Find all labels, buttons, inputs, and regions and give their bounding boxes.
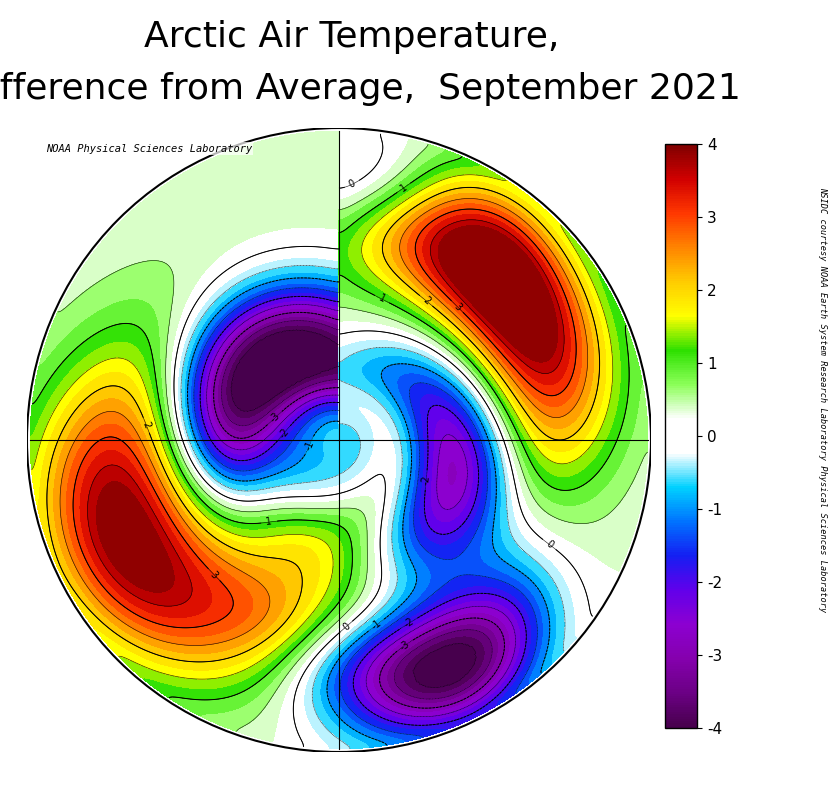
Point [332,434,345,446]
Text: 3: 3 [208,569,220,580]
Point [332,434,345,446]
Point [332,434,345,446]
Point [332,434,345,446]
Point [332,434,345,446]
Point [332,434,345,446]
Text: 1: 1 [398,182,409,194]
Point [332,434,345,446]
Point [332,434,345,446]
Point [332,434,345,446]
Text: 2: 2 [420,295,431,306]
Point [332,434,345,446]
Point [332,434,345,446]
Point [332,434,345,446]
Point [332,434,345,446]
Text: 1: 1 [265,517,273,527]
Point [332,434,345,446]
Point [332,434,345,446]
Point [332,434,345,446]
Point [332,434,345,446]
Point [332,434,345,446]
Point [332,434,345,446]
Point [332,434,345,446]
Point [332,434,345,446]
Text: -2: -2 [402,616,415,630]
Point [332,434,345,446]
Point [332,434,345,446]
Point [332,434,345,446]
Text: 0: 0 [347,178,357,190]
Point [332,434,345,446]
Point [332,434,345,446]
Point [332,434,345,446]
Point [332,434,345,446]
Text: NOAA Physical Sciences Laboratory: NOAA Physical Sciences Laboratory [46,143,252,154]
Point [332,434,345,446]
Text: -2: -2 [277,426,290,440]
Point [332,434,345,446]
Point [332,434,345,446]
Point [332,434,345,446]
Point [332,434,345,446]
Text: -1: -1 [303,439,315,452]
Point [332,434,345,446]
Point [332,434,345,446]
Point [332,434,345,446]
Text: -3: -3 [268,411,282,425]
Point [332,434,345,446]
Point [332,434,345,446]
Point [332,434,345,446]
Point [332,434,345,446]
Text: NSIDC courtesy NOAA Earth System Research Laboratory Physical Sciences Laborator: NSIDC courtesy NOAA Earth System Researc… [818,187,826,613]
Point [332,434,345,446]
Text: -2: -2 [421,474,431,486]
Point [332,434,345,446]
Point [332,434,345,446]
Point [332,434,345,446]
Text: -1: -1 [369,618,383,632]
Text: 3: 3 [451,301,462,312]
Point [332,434,345,446]
Point [332,434,345,446]
Text: 0: 0 [543,538,554,550]
Point [332,434,345,446]
Point [332,434,345,446]
Text: 2: 2 [140,421,152,430]
Text: Arctic Air Temperature,: Arctic Air Temperature, [144,20,558,54]
Point [332,434,345,446]
Point [332,434,345,446]
Text: 0: 0 [340,621,351,632]
Text: 1: 1 [377,294,386,305]
Point [332,434,345,446]
Point [332,434,345,446]
Point [332,434,345,446]
Text: -3: -3 [398,638,411,652]
Point [332,434,345,446]
Point [332,434,345,446]
Point [332,434,345,446]
Point [332,434,345,446]
Text: Difference from Average,  September 2021: Difference from Average, September 2021 [0,72,740,106]
Point [332,434,345,446]
